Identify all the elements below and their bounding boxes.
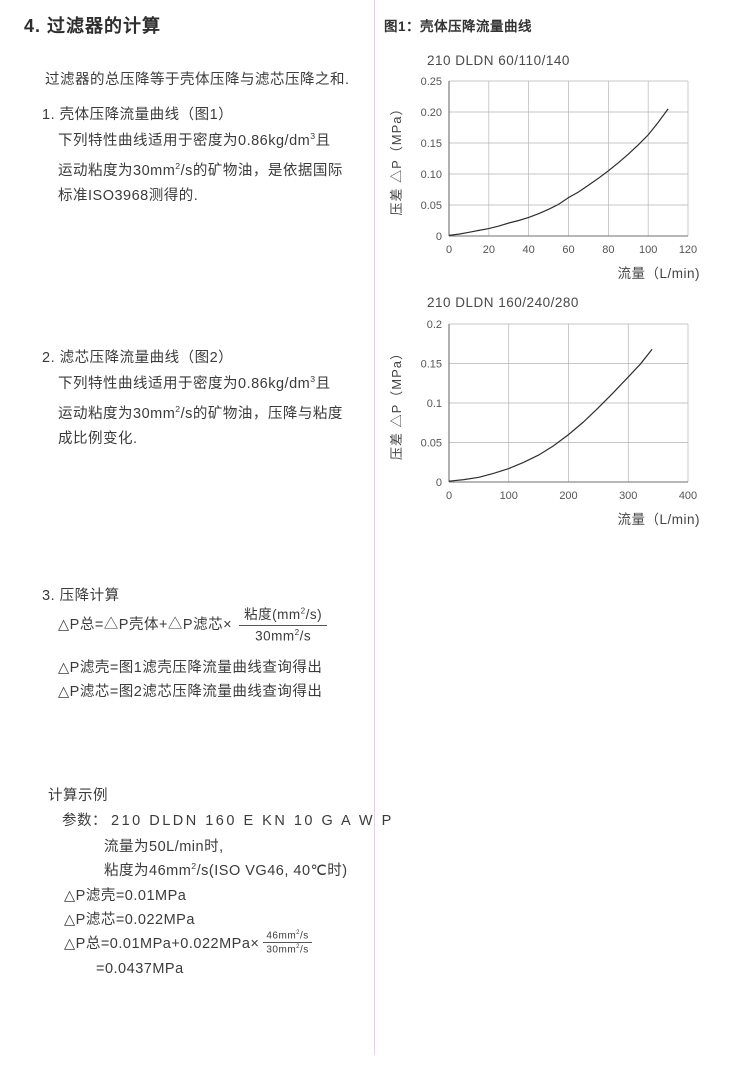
section1-line1: 下列特性曲线适用于密度为0.86kg/dm3且 bbox=[58, 131, 331, 149]
svg-text:压差 △P（MPa）: 压差 △P（MPa） bbox=[389, 346, 404, 460]
formula-denominator: 30mm2/s bbox=[255, 628, 312, 644]
example-fraction-denominator: 30mm2/s bbox=[266, 944, 309, 956]
example-flow-line: 流量为50L/min时, bbox=[104, 839, 224, 855]
example-dp-element: △P滤芯=0.022MPa bbox=[64, 912, 195, 928]
chart1-title: 210 DLDN 60/110/140 bbox=[427, 53, 570, 68]
svg-text:0: 0 bbox=[436, 231, 442, 243]
section2-body: 下列特性曲线适用于密度为0.86kg/dm3且 运动粘度为30mm2/s的矿物油… bbox=[58, 367, 343, 452]
chart2-title: 210 DLDN 160/240/280 bbox=[427, 295, 579, 310]
svg-text:0.05: 0.05 bbox=[421, 200, 442, 212]
example-fraction: 46mm2/s 30mm2/s bbox=[263, 930, 312, 956]
param-label: 参数： bbox=[62, 813, 107, 829]
section1-body: 下列特性曲线适用于密度为0.86kg/dm3且 运动粘度为30mm2/s的矿物油… bbox=[58, 124, 343, 209]
section3-heading: 3. 压降计算 bbox=[42, 588, 120, 604]
svg-text:0: 0 bbox=[446, 244, 452, 256]
intro-text: 过滤器的总压降等于壳体压降与滤芯压降之和. bbox=[45, 72, 350, 88]
svg-text:120: 120 bbox=[679, 244, 697, 256]
pressure-drop-formula: △P总=△P壳体+△P滤芯× 粘度(mm2/s) 30mm2/s bbox=[58, 603, 328, 644]
figure2-chart: 0 100 200 300 400 0 0.05 0.1 0.15 0.2 流量（L/min) 压差 … bbox=[389, 319, 700, 527]
svg-text:40: 40 bbox=[523, 244, 535, 256]
formula-note2: △P滤芯=图2滤芯压降流量曲线查询得出 bbox=[58, 684, 323, 700]
svg-text:压差 △P（MPa）: 压差 △P（MPa） bbox=[389, 101, 404, 215]
svg-text:200: 200 bbox=[559, 490, 577, 502]
example-fraction-numerator: 46mm2/s bbox=[263, 930, 312, 944]
example-params: 参数： 210 DLDN 160 E KN 10 G A W P bbox=[62, 809, 394, 830]
example-total-lhs: △P总=0.01MPa+0.022MPa× bbox=[64, 936, 260, 953]
formula-lhs: △P总=△P壳体+△P滤芯× bbox=[58, 616, 233, 633]
example-dp-shell: △P滤壳=0.01MPa bbox=[64, 888, 187, 904]
svg-text:0.20: 0.20 bbox=[421, 107, 442, 119]
section2-line3: 成比例变化. bbox=[58, 430, 138, 447]
svg-text:流量（L/min): 流量（L/min) bbox=[617, 512, 700, 527]
svg-text:100: 100 bbox=[500, 490, 518, 502]
section2-line1: 下列特性曲线适用于密度为0.86kg/dm3且 bbox=[58, 374, 331, 392]
svg-text:0.15: 0.15 bbox=[421, 138, 442, 150]
svg-text:0: 0 bbox=[436, 477, 442, 489]
page-title: 4. 过滤器的计算 bbox=[24, 16, 162, 36]
formula-fraction: 粘度(mm2/s) 30mm2/s bbox=[239, 603, 328, 644]
svg-text:0: 0 bbox=[446, 490, 452, 502]
section1-heading: 1. 壳体压降流量曲线（图1） bbox=[42, 107, 234, 123]
svg-text:0.2: 0.2 bbox=[427, 319, 442, 331]
figure1-caption: 图1：壳体压降流量曲线 bbox=[384, 19, 533, 34]
svg-text:0.15: 0.15 bbox=[421, 359, 442, 371]
section1-line2: 运动粘度为30mm2/s的矿物油，是依据国际 bbox=[58, 160, 343, 179]
example-result: =0.0437MPa bbox=[96, 961, 184, 977]
formula-numerator: 粘度(mm2/s) bbox=[239, 603, 328, 626]
svg-text:0.05: 0.05 bbox=[421, 438, 442, 450]
figure1-chart: 0 20 40 60 80 100 120 0 0.05 0.10 0.15 0.20 0.25 流量（L… bbox=[389, 76, 700, 281]
example-viscosity-line: 粘度为46mm2/s(ISO VG46, 40℃时) bbox=[104, 861, 348, 879]
example-dp-total: △P总=0.01MPa+0.022MPa× 46mm2/s 30mm2/s bbox=[64, 930, 312, 956]
section2-heading: 2. 滤芯压降流量曲线（图2） bbox=[42, 350, 234, 366]
svg-text:0.1: 0.1 bbox=[427, 398, 442, 410]
column-divider-line bbox=[374, 0, 375, 1055]
param-value: 210 DLDN 160 E KN 10 G A W P bbox=[111, 813, 394, 829]
example-heading: 计算示例 bbox=[48, 788, 108, 804]
svg-text:流量（L/min): 流量（L/min) bbox=[617, 266, 700, 281]
svg-text:20: 20 bbox=[483, 244, 495, 256]
svg-text:80: 80 bbox=[602, 244, 614, 256]
svg-text:0.10: 0.10 bbox=[421, 169, 442, 181]
svg-text:300: 300 bbox=[619, 490, 637, 502]
svg-text:60: 60 bbox=[562, 244, 574, 256]
svg-text:400: 400 bbox=[679, 490, 697, 502]
svg-text:0.25: 0.25 bbox=[421, 76, 442, 88]
svg-text:100: 100 bbox=[639, 244, 657, 256]
section1-line3: 标准ISO3968测得的. bbox=[58, 187, 199, 204]
section2-line2: 运动粘度为30mm2/s的矿物油，压降与粘度 bbox=[58, 403, 343, 422]
formula-note1: △P滤壳=图1滤壳压降流量曲线查询得出 bbox=[58, 660, 323, 676]
